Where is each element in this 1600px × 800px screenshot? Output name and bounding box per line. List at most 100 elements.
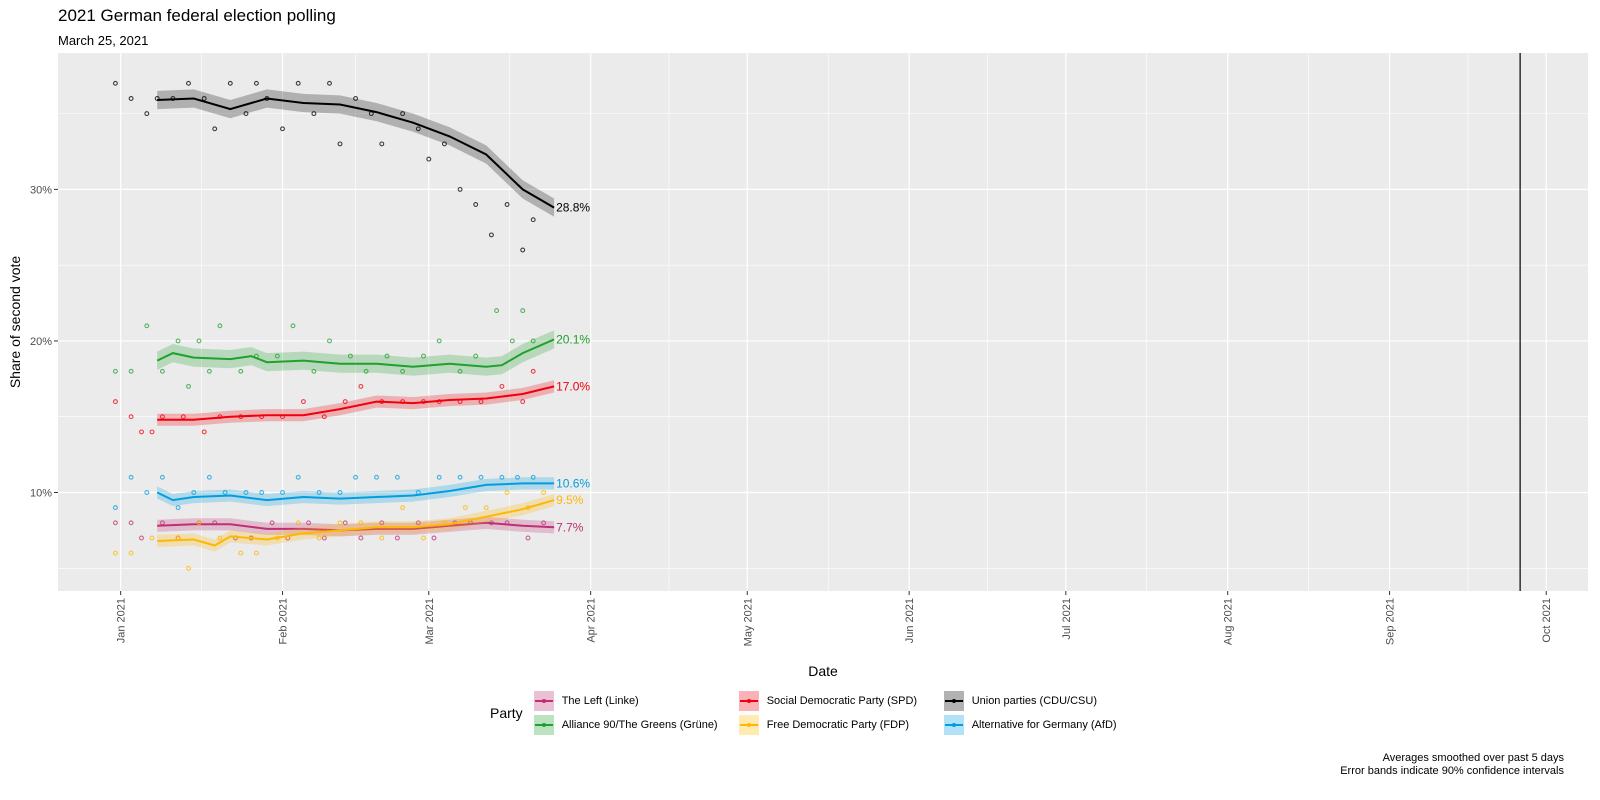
poll-point <box>337 490 343 495</box>
legend-label: Free Democratic Party (FDP) <box>766 719 910 731</box>
trend-line <box>157 97 555 209</box>
legend-key-dot <box>951 699 956 703</box>
poll-point <box>462 505 468 511</box>
poll-point <box>196 338 202 344</box>
poll-point <box>253 80 259 86</box>
poll-point <box>212 126 218 132</box>
poll-point <box>112 520 118 526</box>
poll-point <box>144 111 150 117</box>
poll-point <box>159 474 165 480</box>
poll-point <box>353 96 359 101</box>
poll-point <box>520 247 526 253</box>
poll-point <box>541 520 547 526</box>
poll-point <box>520 399 526 405</box>
poll-point <box>436 474 442 480</box>
grid-layer <box>58 53 1588 591</box>
poll-point <box>321 414 327 420</box>
confidence-band <box>157 380 555 426</box>
poll-point <box>499 474 505 480</box>
poll-point <box>353 474 359 480</box>
poll-point <box>112 550 118 556</box>
poll-point <box>400 368 406 374</box>
poll-point <box>321 535 327 541</box>
poll-point <box>222 490 228 495</box>
poll-point <box>504 202 510 207</box>
legend-item: Free Democratic Party (FDP) <box>738 714 943 736</box>
legend-label: Union parties (CDU/CSU) <box>971 695 1097 707</box>
poll-point <box>227 80 233 86</box>
legend: Party The Left (Linke) Social Democratic … <box>490 690 1148 736</box>
trend-line <box>156 338 555 368</box>
poll-point <box>159 414 165 420</box>
poll-point <box>280 126 285 132</box>
poll-point <box>144 490 150 495</box>
end-label: 9.5% <box>556 493 584 507</box>
poll-point <box>379 520 385 526</box>
legend-key <box>738 690 760 712</box>
end-label: 7.7% <box>556 520 584 534</box>
poll-point <box>238 550 244 556</box>
poll-point <box>290 323 296 329</box>
poll-point <box>144 323 150 329</box>
poll-point <box>186 565 191 571</box>
poll-point <box>201 96 207 101</box>
poll-point <box>530 217 536 223</box>
legend-grid: The Left (Linke) Social Democratic Party … <box>533 690 1148 736</box>
x-tick-label: Mar 2021 <box>424 598 436 644</box>
poll-point <box>457 186 463 192</box>
x-tick-label: Oct 2021 <box>1541 598 1553 643</box>
legend-label: Social Democratic Party (SPD) <box>766 695 918 707</box>
chart-title: 2021 German federal election polling <box>58 6 336 25</box>
x-axis-title: Date <box>808 663 838 679</box>
confidence-band <box>157 516 555 537</box>
poll-point <box>274 353 280 359</box>
poll-point <box>515 474 520 480</box>
legend-item: The Left (Linke) <box>533 690 738 712</box>
poll-point <box>311 368 317 374</box>
poll-point <box>295 80 301 86</box>
poll-point <box>269 520 275 526</box>
poll-point <box>358 383 364 389</box>
poll-point <box>530 338 536 344</box>
x-tick-label: May 2021 <box>742 598 754 646</box>
poll-point <box>128 474 134 480</box>
trend-line <box>156 482 555 502</box>
poll-point <box>206 368 212 374</box>
poll-point <box>316 490 322 495</box>
legend-title: Party <box>490 705 523 721</box>
poll-point <box>400 505 406 511</box>
poll-point <box>541 490 547 495</box>
poll-point <box>400 111 406 117</box>
legend-key <box>533 714 555 736</box>
x-tick-label: Aug 2021 <box>1223 598 1235 645</box>
poll-point <box>499 383 505 389</box>
legend-item: Alternative for Germany (AfD) <box>943 714 1148 736</box>
poll-point <box>337 520 343 526</box>
poll-point <box>394 474 400 480</box>
poll-point <box>358 520 364 526</box>
poll-point <box>201 429 207 435</box>
legend-key-dot <box>746 699 751 703</box>
poll-point <box>342 520 348 526</box>
poll-point <box>180 414 186 420</box>
poll-point <box>128 550 134 556</box>
poll-point <box>478 474 484 480</box>
legend-key <box>943 690 965 712</box>
end-label: 28.8% <box>556 201 590 215</box>
y-tick-label: 20% <box>30 336 52 348</box>
poll-point <box>128 520 134 526</box>
legend-label: Alternative for Germany (AfD) <box>971 719 1117 731</box>
poll-point <box>473 202 479 207</box>
legend-key-dot <box>541 723 546 727</box>
poll-point <box>379 535 385 541</box>
poll-point <box>394 535 400 541</box>
poll-point <box>280 490 285 495</box>
poll-point <box>488 232 494 238</box>
legend-item: Social Democratic Party (SPD) <box>738 690 943 712</box>
caption: Averages smoothed over past 5 days Error… <box>1340 752 1564 778</box>
poll-point <box>217 535 223 541</box>
series-5: 10.6% <box>112 474 590 511</box>
legend-label: The Left (Linke) <box>561 695 639 707</box>
poll-point <box>186 383 191 389</box>
poll-point <box>421 353 426 359</box>
